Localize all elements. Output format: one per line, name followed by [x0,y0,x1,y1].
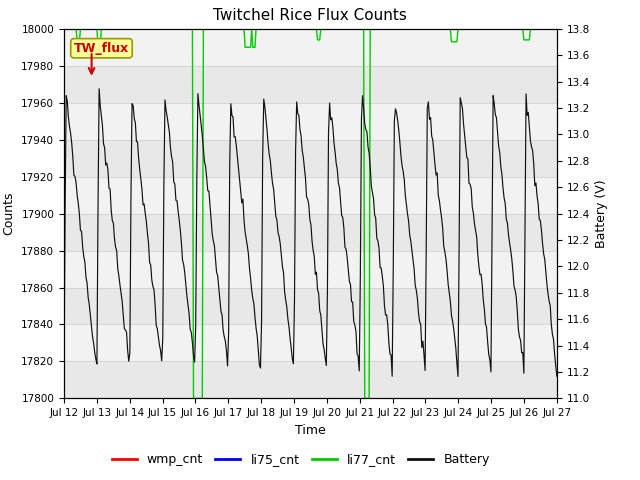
Y-axis label: Counts: Counts [3,192,16,235]
Bar [64,251,557,288]
Legend: wmp_cnt, li75_cnt, li77_cnt, Battery: wmp_cnt, li75_cnt, li77_cnt, Battery [107,448,495,471]
Bar [64,361,557,398]
Bar [64,177,557,214]
Title: Twitchel Rice Flux Counts: Twitchel Rice Flux Counts [214,9,407,24]
Bar [64,324,557,361]
Bar [64,103,557,140]
Y-axis label: Battery (V): Battery (V) [595,180,609,248]
X-axis label: Time: Time [295,424,326,437]
Bar [64,66,557,103]
Bar [64,214,557,251]
Text: TW_flux: TW_flux [74,42,129,55]
Bar [64,288,557,324]
Bar [64,140,557,177]
Bar [64,29,557,66]
